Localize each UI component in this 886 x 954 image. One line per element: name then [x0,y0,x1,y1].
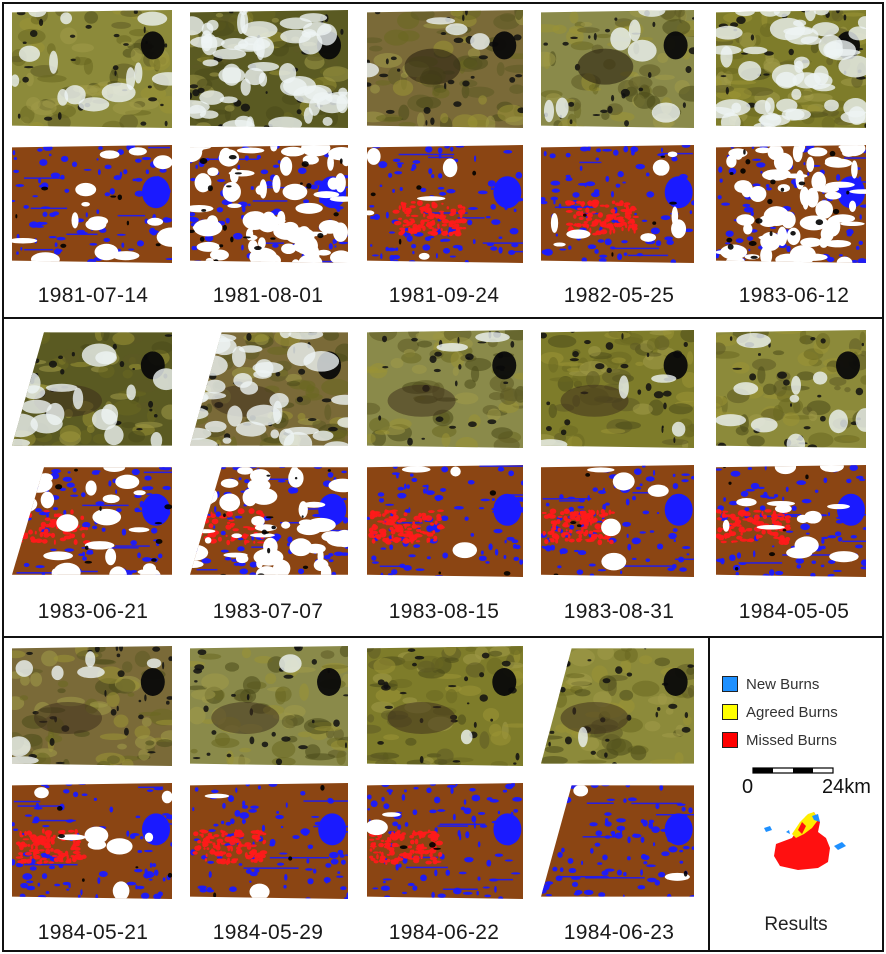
legend-swatch-new-burns [722,676,738,692]
classification-map-r1c1 [12,145,172,263]
classification-map-r2c4 [541,465,694,577]
legend-swatch-missed-burns [722,732,738,748]
scale-start-label: 0 [742,776,754,798]
date-label-r1c5: 1983-06-12 [738,284,850,307]
date-label-r2c5: 1984-05-05 [738,600,850,623]
satellite-image-r3c3 [367,646,523,766]
satellite-image-r2c1 [12,332,172,446]
date-label-r1c2: 1981-08-01 [212,284,324,307]
satellite-image-r1c3 [367,10,523,128]
legend-item-new-burns: New Burns [722,673,819,695]
scale-end-label: 24km [822,776,871,798]
satellite-image-r3c4 [541,648,694,764]
satellite-image-r3c2 [190,646,348,766]
date-label-r3c3: 1984-06-22 [388,921,500,944]
date-label-r1c1: 1981-07-14 [37,284,149,307]
date-label-r3c4: 1984-06-23 [563,921,675,944]
legend-label-new-burns: New Burns [746,675,820,693]
date-label-r2c1: 1983-06-21 [37,600,149,623]
satellite-image-r3c1 [12,646,172,766]
classification-map-r3c4 [541,785,694,897]
date-label-r3c2: 1984-05-29 [212,921,324,944]
legend-swatch-agreed-burns [722,704,738,720]
satellite-image-r2c3 [367,330,523,448]
classification-map-r1c3 [367,145,523,263]
classification-map-r2c1 [12,467,172,575]
date-label-r2c3: 1983-08-15 [388,600,500,623]
satellite-image-r1c2 [190,10,348,128]
legend-label-agreed-burns: Agreed Burns [746,703,838,721]
satellite-image-r1c5 [716,10,866,128]
legend-item-missed-burns: Missed Burns [722,729,837,751]
date-label-r2c4: 1983-08-31 [563,600,675,623]
classification-map-r3c2 [190,783,348,899]
classification-map-r1c2 [190,145,348,263]
scale-bar [752,767,834,774]
satellite-image-r1c1 [12,10,172,128]
satellite-image-r2c5 [716,330,866,448]
results-label: Results [764,914,828,935]
classification-map-r1c4 [541,145,694,263]
results-burn-map [764,812,846,870]
classification-map-r2c5 [716,465,866,577]
classification-map-r1c5 [716,145,866,263]
date-label-r2c2: 1983-07-07 [212,600,324,623]
satellite-image-r2c4 [541,330,694,448]
classification-map-r2c2 [190,467,348,575]
classification-map-r2c3 [367,465,523,577]
satellite-image-r2c2 [190,332,348,446]
legend-item-agreed-burns: Agreed Burns [722,701,838,723]
date-label-r3c1: 1984-05-21 [37,921,149,944]
date-label-r1c3: 1981-09-24 [388,284,500,307]
classification-map-r3c1 [12,783,172,899]
classification-map-r3c3 [367,783,523,899]
legend-label-missed-burns: Missed Burns [746,731,837,749]
satellite-image-r1c4 [541,10,694,128]
date-label-r1c4: 1982-05-25 [563,284,675,307]
